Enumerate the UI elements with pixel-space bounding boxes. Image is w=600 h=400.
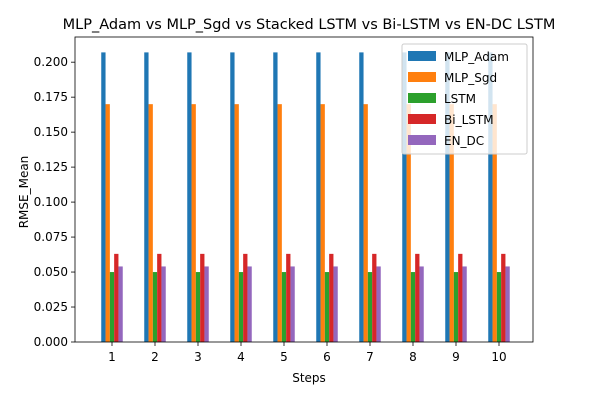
y-axis-label: RMSE_Mean (17, 156, 31, 229)
bar-mlp-sgd-6 (320, 104, 325, 342)
plot-area: 1 2 3 4 5 6 7 8 9 10 0.000 0.025 0.050 0.075 0.100 0.12… (34, 36, 534, 364)
bar-bi-lstm-8 (415, 253, 420, 342)
bar-mlp-adam-9 (445, 52, 450, 342)
bar-mlp-sgd-10 (492, 104, 497, 342)
bar-en-dc-1 (118, 266, 123, 342)
bar-bi-lstm-3 (200, 253, 205, 342)
bar-en-dc-9 (462, 266, 467, 342)
bar-lstm-8 (410, 272, 416, 342)
bar-bi-lstm-5 (286, 253, 291, 342)
bar-en-dc-5 (290, 266, 295, 342)
bar-en-dc-2 (161, 266, 166, 342)
bar-mlp-adam-10 (488, 52, 493, 342)
legend: MLP_Adam MLP_Sgd LSTM Bi_LSTM EN_DC (401, 43, 528, 155)
bar-mlp-adam-5 (273, 52, 278, 342)
y-tick-label: 0.075 (34, 230, 68, 244)
legend-box (401, 43, 528, 155)
bar-lstm-2 (152, 272, 158, 342)
bar-lstm-1 (109, 272, 115, 342)
x-tick-label: 6 (323, 350, 331, 364)
y-tick-label: 0.150 (34, 125, 68, 139)
x-tick-label: 4 (237, 350, 245, 364)
bar-bi-lstm-9 (458, 253, 463, 342)
bar-mlp-sgd-3 (191, 104, 196, 342)
x-tick-label: 9 (452, 350, 460, 364)
bar-en-dc-8 (419, 266, 424, 342)
chart-title: MLP_Adam vs MLP_Sgd vs Stacked LSTM vs B… (63, 17, 556, 33)
bar-mlp-sgd-5 (277, 104, 282, 342)
bar-mlp-sgd-7 (363, 104, 368, 342)
bar-mlp-adam-2 (144, 52, 149, 342)
legend-swatch-lstm (408, 93, 436, 103)
bar-mlp-sgd-4 (234, 104, 239, 342)
bar-bi-lstm-7 (372, 253, 377, 342)
x-tick-label: 2 (151, 350, 159, 364)
bar-en-dc-7 (376, 266, 381, 342)
legend-swatch-mlp-adam (408, 51, 436, 61)
x-tick-label: 5 (280, 350, 288, 364)
bar-bi-lstm-1 (114, 253, 119, 342)
bar-mlp-sgd-1 (105, 104, 110, 342)
bar-lstm-10 (496, 272, 502, 342)
bar-en-dc-3 (204, 266, 209, 342)
bar-bi-lstm-2 (157, 253, 162, 342)
x-tick-label: 7 (366, 350, 374, 364)
legend-swatch-mlp-sgd (408, 72, 436, 82)
y-tick-label: 0.050 (34, 265, 68, 279)
bar-bi-lstm-4 (243, 253, 248, 342)
bar-en-dc-4 (247, 266, 252, 342)
bar-mlp-sgd-9 (449, 104, 454, 342)
y-tick-label: 0.000 (34, 335, 68, 349)
bar-mlp-adam-7 (359, 52, 364, 342)
legend-label-lstm: LSTM (444, 92, 476, 106)
y-tick-label: 0.125 (34, 160, 68, 174)
legend-label-mlp-adam: MLP_Adam (444, 50, 509, 64)
bar-lstm-5 (281, 272, 287, 342)
bar-lstm-3 (195, 272, 201, 342)
bar-en-dc-10 (505, 266, 510, 342)
legend-label-bi-lstm: Bi_LSTM (444, 113, 494, 127)
legend-label-en-dc: EN_DC (444, 134, 484, 148)
x-tick-label: 8 (409, 350, 417, 364)
bar-mlp-adam-3 (187, 52, 192, 342)
bar-mlp-adam-6 (316, 52, 321, 342)
y-tick-label: 0.200 (34, 55, 68, 69)
bar-bi-lstm-6 (329, 253, 334, 342)
legend-label-mlp-sgd: MLP_Sgd (444, 71, 497, 85)
bar-lstm-9 (453, 272, 459, 342)
y-tick-label: 0.025 (34, 300, 68, 314)
y-tick-label: 0.175 (34, 90, 68, 104)
legend-swatch-en-dc (408, 135, 436, 145)
bar-lstm-7 (367, 272, 373, 342)
x-tick-label: 1 (108, 350, 116, 364)
x-tick-label: 3 (194, 350, 202, 364)
axes-frame (74, 36, 534, 343)
bar-lstm-4 (238, 272, 244, 342)
bar-en-dc-6 (333, 266, 338, 342)
bar-lstm-6 (324, 272, 330, 342)
bar-mlp-adam-1 (101, 52, 106, 342)
x-tick-label: 10 (491, 350, 506, 364)
bar-mlp-adam-4 (230, 52, 235, 342)
y-tick-label: 0.100 (34, 195, 68, 209)
legend-swatch-bi-lstm (408, 114, 436, 124)
bar-mlp-adam-8 (402, 52, 407, 342)
x-axis-label: Steps (292, 371, 326, 385)
bar-mlp-sgd-8 (406, 104, 411, 342)
bar-mlp-sgd-2 (148, 104, 153, 342)
bar-bi-lstm-10 (501, 253, 506, 342)
